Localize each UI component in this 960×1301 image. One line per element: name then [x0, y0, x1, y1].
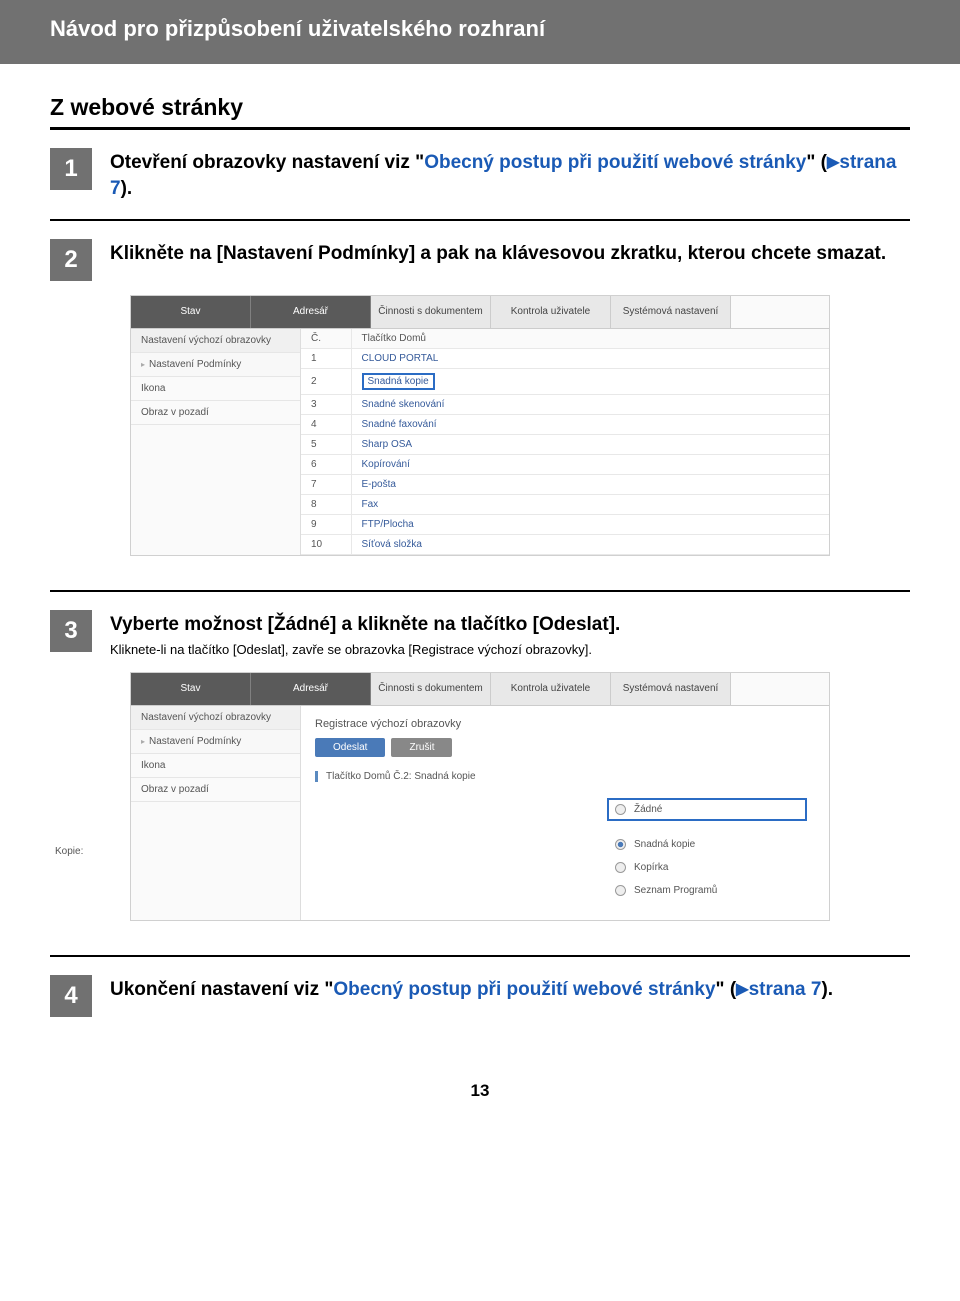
cancel-button[interactable]: Zrušit — [391, 738, 452, 757]
tab-cinnosti[interactable]: Činnosti s dokumentem — [371, 673, 491, 705]
radio-icon — [615, 839, 626, 850]
sidebar-item-obraz[interactable]: Obraz v pozadí — [131, 401, 300, 425]
table-area: Č. Tlačítko Domů 1CLOUD PORTAL 2Snadná k… — [301, 329, 829, 555]
section-title: Z webové stránky — [50, 94, 910, 121]
form-title: Registrace výchozí obrazovky — [315, 718, 815, 730]
sidebar-item-podminky[interactable]: Nastavení Podmínky — [131, 353, 300, 377]
sidebar-item-ikona[interactable]: Ikona — [131, 377, 300, 401]
table-header-row: Č. Tlačítko Domů — [301, 329, 829, 349]
table-row[interactable]: 9FTP/Plocha — [301, 515, 829, 535]
page-header: Návod pro přizpůsobení uživatelského roz… — [0, 0, 960, 64]
tab-stav[interactable]: Stav — [131, 296, 251, 328]
radio-option-seznam[interactable]: Seznam Programů — [615, 885, 815, 896]
radio-group: Žádné Kopie: Snadná kopie Kopírka — [615, 798, 815, 896]
col-button: Tlačítko Domů — [351, 329, 829, 349]
divider — [50, 127, 910, 130]
sidebar-header: Nastavení výchozí obrazovky — [131, 706, 300, 730]
sidebar-item-podminky[interactable]: Nastavení Podmínky — [131, 730, 300, 754]
tab-adresar[interactable]: Adresář — [251, 673, 371, 705]
play-icon: ▶ — [736, 979, 748, 1001]
step-2: 2 Klikněte na [Nastavení Podmínky] a pak… — [50, 239, 910, 281]
table-row[interactable]: 5Sharp OSA — [301, 435, 829, 455]
tab-stav[interactable]: Stav — [131, 673, 251, 705]
step-number: 4 — [50, 975, 92, 1017]
sidebar-header: Nastavení výchozí obrazovky — [131, 329, 300, 353]
radio-option-kopirka[interactable]: Kopírka — [615, 862, 815, 873]
sidebar: Nastavení výchozí obrazovky Nastavení Po… — [131, 706, 301, 920]
step-text: Ukončení nastavení viz "Obecný postup př… — [110, 975, 910, 1003]
link-procedure[interactable]: Obecný postup při použití webové stránky — [333, 979, 715, 1000]
step-number: 2 — [50, 239, 92, 281]
link-procedure[interactable]: Obecný postup při použití webové stránky — [424, 152, 806, 173]
step-text: Otevření obrazovky nastavení viz "Obecný… — [110, 148, 910, 201]
content: Z webové stránky 1 Otevření obrazovky na… — [0, 64, 960, 1051]
table-row[interactable]: 2Snadná kopie — [301, 369, 829, 395]
divider — [50, 219, 910, 221]
tab-system[interactable]: Systémová nastavení — [611, 296, 731, 328]
step-text: Klikněte na [Nastavení Podmínky] a pak n… — [110, 239, 910, 267]
screenshot-registration-form: Stav Adresář Činnosti s dokumentem Kontr… — [130, 672, 830, 921]
play-icon: ▶ — [827, 152, 839, 174]
radio-option-snadna[interactable]: Snadná kopie — [615, 839, 815, 850]
divider — [50, 590, 910, 592]
form-area: Registrace výchozí obrazovky Odeslat Zru… — [301, 706, 829, 920]
tab-system[interactable]: Systémová nastavení — [611, 673, 731, 705]
screenshot-settings-list: Stav Adresář Činnosti s dokumentem Kontr… — [130, 295, 830, 556]
tab-row: Stav Adresář Činnosti s dokumentem Kontr… — [131, 673, 829, 706]
step-number: 3 — [50, 610, 92, 652]
table-row[interactable]: 10Síťová složka — [301, 535, 829, 555]
link-page[interactable]: strana 7 — [749, 979, 822, 1000]
step-subtext: Kliknete-li na tlačítko [Odeslat], zavře… — [110, 641, 910, 659]
radio-icon — [615, 804, 626, 815]
header-title: Návod pro přizpůsobení uživatelského roz… — [50, 16, 545, 41]
tab-kontrola[interactable]: Kontrola uživatele — [491, 296, 611, 328]
tab-cinnosti[interactable]: Činnosti s dokumentem — [371, 296, 491, 328]
tab-spacer — [731, 296, 829, 328]
sidebar-item-ikona[interactable]: Ikona — [131, 754, 300, 778]
table-row[interactable]: 7E-pošta — [301, 475, 829, 495]
table-row[interactable]: 1CLOUD PORTAL — [301, 349, 829, 369]
page-number: 13 — [0, 1051, 960, 1121]
tab-adresar[interactable]: Adresář — [251, 296, 371, 328]
step-1: 1 Otevření obrazovky nastavení viz "Obec… — [50, 148, 910, 201]
table-row[interactable]: 6Kopírování — [301, 455, 829, 475]
sidebar: Nastavení výchozí obrazovky Nastavení Po… — [131, 329, 301, 555]
radio-icon — [615, 885, 626, 896]
table-row[interactable]: 3Snadné skenování — [301, 395, 829, 415]
tab-kontrola[interactable]: Kontrola uživatele — [491, 673, 611, 705]
table-row[interactable]: 4Snadné faxování — [301, 415, 829, 435]
highlighted-item[interactable]: Snadná kopie — [362, 373, 435, 390]
step-3: 3 Vyberte možnost [Žádné] a klikněte na … — [50, 610, 910, 658]
shortcut-table: Č. Tlačítko Domů 1CLOUD PORTAL 2Snadná k… — [301, 329, 829, 555]
divider — [50, 955, 910, 957]
kopie-label: Kopie: — [55, 846, 83, 857]
radio-option-none[interactable]: Žádné — [607, 798, 807, 821]
step-text: Vyberte možnost [Žádné] a klikněte na tl… — [110, 610, 910, 658]
table-row[interactable]: 8Fax — [301, 495, 829, 515]
step-number: 1 — [50, 148, 92, 190]
sidebar-item-obraz[interactable]: Obraz v pozadí — [131, 778, 300, 802]
submit-button[interactable]: Odeslat — [315, 738, 385, 757]
radio-icon — [615, 862, 626, 873]
tab-spacer — [731, 673, 829, 705]
tab-row: Stav Adresář Činnosti s dokumentem Kontr… — [131, 296, 829, 329]
step-4: 4 Ukončení nastavení viz "Obecný postup … — [50, 975, 910, 1017]
breadcrumb: Tlačítko Domů Č.2: Snadná kopie — [315, 771, 815, 782]
col-num: Č. — [301, 329, 351, 349]
